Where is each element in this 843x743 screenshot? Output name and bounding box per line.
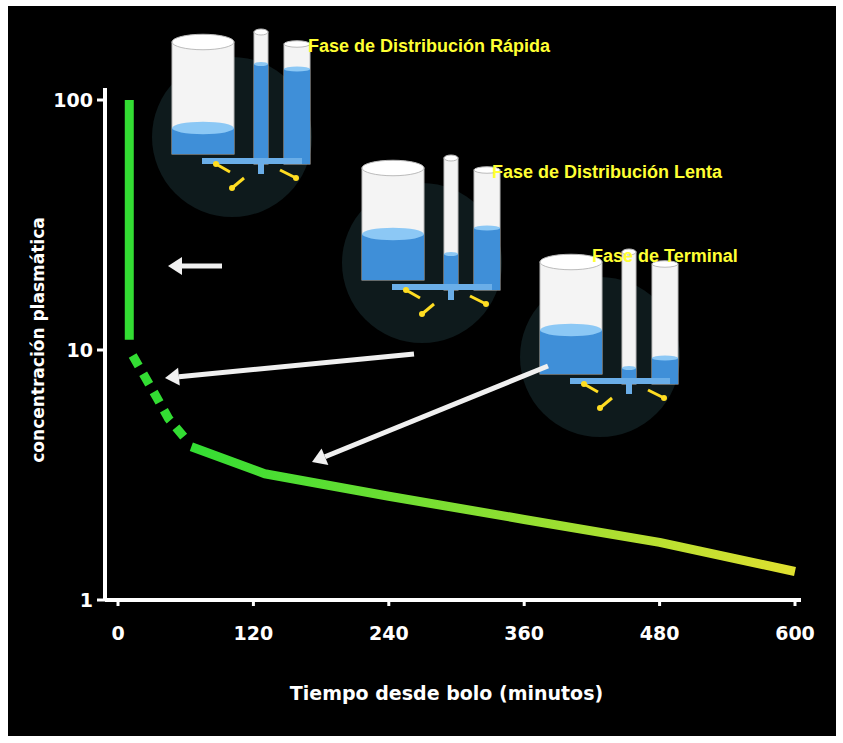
pointer-arrow <box>168 257 222 275</box>
cylinder <box>540 262 602 374</box>
phase-label: Fase de Distribución Rápida <box>308 36 551 56</box>
water-surface <box>172 122 234 134</box>
water-surface <box>362 228 424 240</box>
x-tick <box>658 600 661 606</box>
pipe <box>258 158 264 174</box>
flow-arrow-head <box>213 161 219 167</box>
cylinder <box>444 158 458 290</box>
y-tick-label: 100 <box>53 89 93 111</box>
cylinder <box>652 264 678 384</box>
background <box>8 6 836 736</box>
water-surface <box>622 366 636 370</box>
cylinder <box>474 170 500 290</box>
flow-arrow-head <box>581 381 587 387</box>
cylinder-top <box>284 41 310 48</box>
compartment-illustration <box>342 155 502 343</box>
y-tick <box>97 99 105 102</box>
flow-arrow-head <box>419 311 425 317</box>
flow-arrow-head <box>229 185 235 191</box>
water-surface <box>254 62 268 66</box>
x-tick-label: 480 <box>640 622 680 644</box>
water <box>540 330 602 374</box>
x-axis <box>105 598 801 602</box>
concentration-curve <box>125 100 134 340</box>
y-tick-label: 10 <box>67 339 93 361</box>
y-axis <box>103 88 107 600</box>
x-tick <box>794 600 797 606</box>
cylinder <box>172 42 234 154</box>
pipe <box>626 378 632 394</box>
cylinder-top <box>254 29 268 35</box>
x-tick-label: 600 <box>775 622 815 644</box>
compartment-illustration <box>152 29 312 217</box>
water <box>284 69 310 164</box>
cylinder <box>362 168 424 280</box>
y-tick <box>97 349 105 352</box>
flow-arrow-head <box>403 287 409 293</box>
chart: 1 10 100 0 120 240 360 480 600 concentración plas… <box>0 0 843 743</box>
x-axis-title: Tiempo desde bolo (minutos) <box>290 682 603 704</box>
cylinder <box>254 32 268 164</box>
y-axis-title: concentración plasmática <box>28 217 48 462</box>
water-surface <box>444 252 458 256</box>
water-surface <box>474 225 500 230</box>
compartment-illustration <box>520 249 680 437</box>
pointer-arrow <box>312 366 548 465</box>
plot-area <box>129 100 795 572</box>
x-tick <box>523 600 526 606</box>
cylinder <box>284 44 310 164</box>
cylinder-top <box>444 155 458 161</box>
pipe <box>448 284 454 300</box>
x-tick <box>387 600 390 606</box>
flow-arrow-head <box>293 175 299 181</box>
water <box>362 234 424 280</box>
cylinder-top <box>362 160 424 176</box>
x-tick-label: 120 <box>234 622 274 644</box>
water-surface <box>540 324 602 336</box>
flow-arrow-head <box>661 395 667 401</box>
water-surface <box>652 355 678 360</box>
cylinder <box>622 252 636 384</box>
x-tick <box>252 600 255 606</box>
concentration-curve <box>191 447 795 572</box>
flow-arrow-head <box>597 405 603 411</box>
phase-label: Fase de Distribución Lenta <box>492 162 723 182</box>
x-tick-label: 360 <box>504 622 544 644</box>
water <box>254 64 268 164</box>
x-tick-label: 240 <box>369 622 409 644</box>
phase-label: Fase de Terminal <box>592 246 738 266</box>
water-surface <box>284 66 310 71</box>
flow-arrow-head <box>483 301 489 307</box>
concentration-curve <box>133 356 188 442</box>
y-tick <box>97 599 105 602</box>
water <box>474 228 500 290</box>
y-tick-label: 1 <box>80 589 93 611</box>
cylinder-top <box>172 34 234 50</box>
x-tick-label: 0 <box>111 622 124 644</box>
pointer-arrow <box>165 354 414 386</box>
x-tick <box>117 600 120 606</box>
